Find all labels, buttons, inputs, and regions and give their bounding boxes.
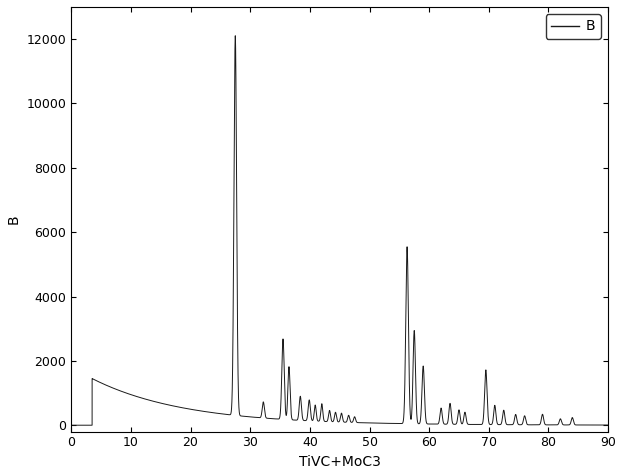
X-axis label: TiVC+MoC3: TiVC+MoC3 bbox=[299, 455, 381, 469]
Y-axis label: B: B bbox=[7, 215, 21, 224]
Legend: B: B bbox=[546, 14, 601, 39]
